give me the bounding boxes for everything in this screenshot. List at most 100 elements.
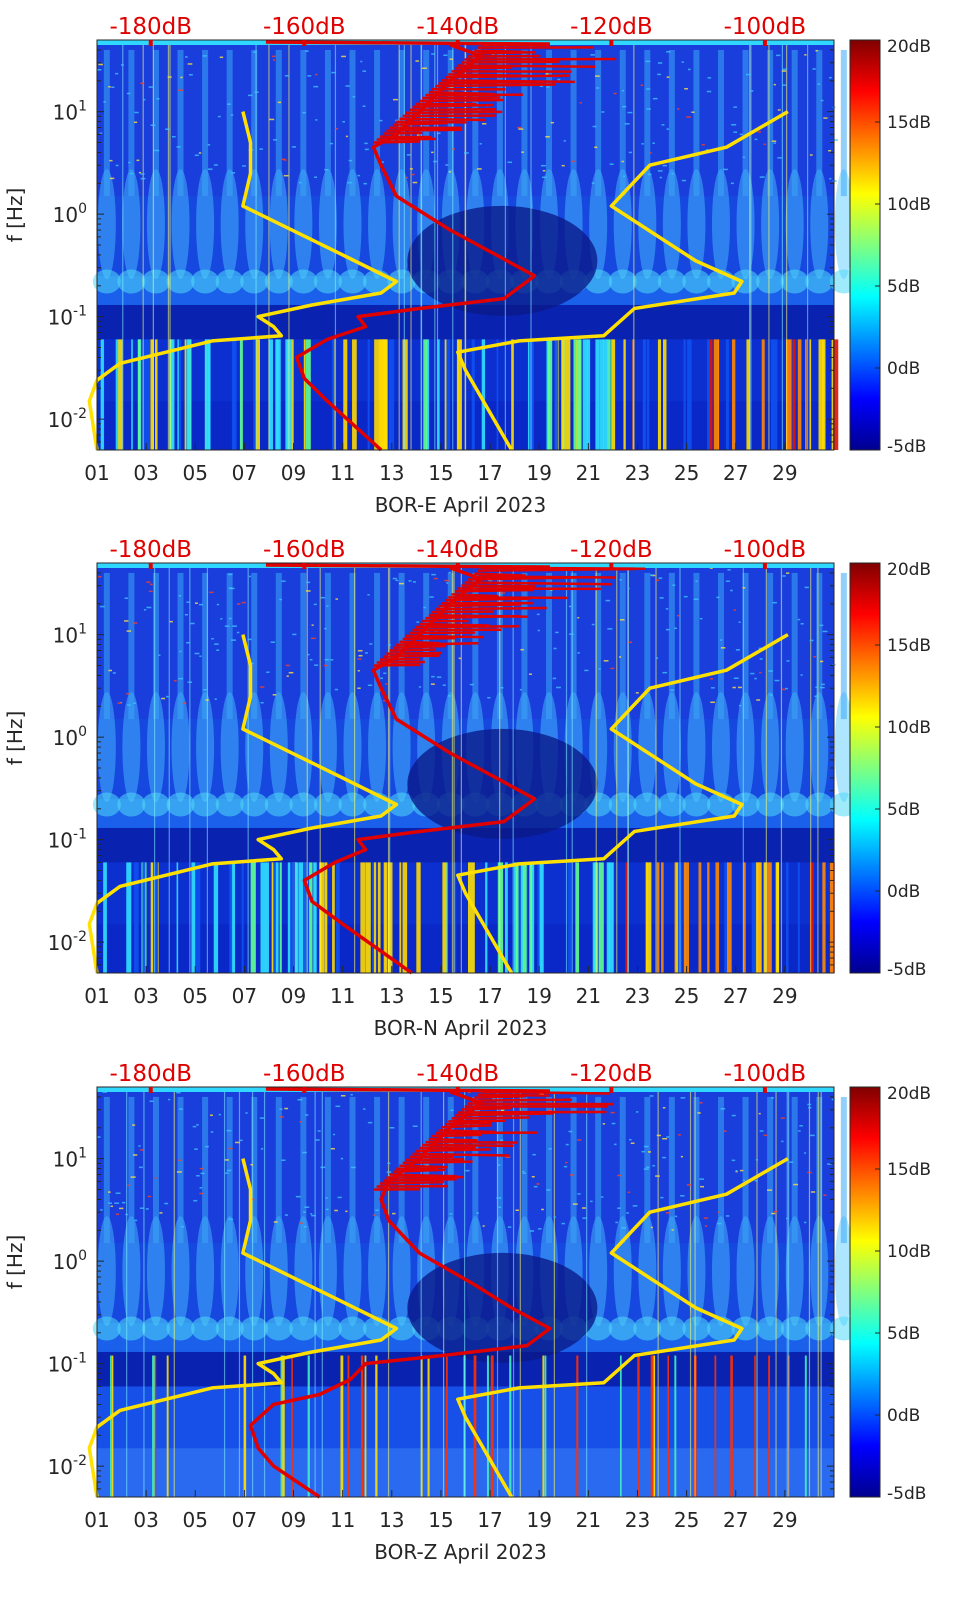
x-tick-label: 03 [133,461,158,485]
colorbar-tick-label: 5dB [887,277,920,297]
series-line-2 [456,1157,789,1498]
x-tick-label: 09 [281,984,306,1008]
colorbar: 20dB 15dB 10dB 5dB 0dB -5dB [849,1084,931,1504]
x-tick-label: 09 [281,461,306,485]
x-tick-label: 11 [330,1508,355,1532]
colorbar-tick-label: 20dB [887,560,931,580]
x-tick-label: 23 [625,984,650,1008]
colorbar-tick-label: 15dB [887,636,931,656]
y-tick-label: 10-1 [48,304,87,330]
colorbar-tick-label: 0dB [887,359,920,379]
panel-2: 01 03 05 07 09 11 13 15 17 19 21 23 25 27 29 BOR-N Apri… [3,537,931,1040]
top-tick-label: -180dB [109,14,192,40]
colorbar-tick-label: 10dB [887,195,931,215]
colorbar-tick-label: 15dB [887,113,931,133]
top-tick-label: -160dB [263,537,346,563]
colorbar-tick-label: 10dB [887,1242,931,1262]
colorbar-tick-label: 0dB [887,882,920,902]
colorbar-tick-label: 5dB [887,800,920,820]
x-axis-label: BOR-E April 2023 [375,493,546,517]
x-tick-label: 13 [379,984,404,1008]
y-axis-label: f [Hz] [3,711,27,766]
colorbar: 20dB 15dB 10dB 5dB 0dB -5dB [849,560,931,980]
x-tick-label: 13 [379,1508,404,1532]
y-tick-label: 100 [53,201,87,227]
series-line-2 [456,110,789,451]
series-line-1 [87,634,399,974]
x-tick-label: 01 [84,984,109,1008]
x-tick-label: 03 [133,1508,158,1532]
top-tick-label: -180dB [109,1061,192,1087]
x-tick-label: 03 [133,984,158,1008]
top-tick-label: -160dB [263,1061,346,1087]
colorbar-tick-label: -5dB [887,1484,926,1504]
top-tick-label: -140dB [417,14,500,40]
y-tick-label: 10-1 [48,827,87,853]
x-tick-label: 21 [576,461,601,485]
x-tick-label: 23 [625,1508,650,1532]
top-tick-label: -100dB [724,14,807,40]
top-tick-label: -120dB [570,14,653,40]
colorbar-tick-label: 0dB [887,1406,920,1426]
x-tick-label: 07 [232,461,257,485]
y-tick-label: 10-2 [48,929,87,955]
x-tick-label: 05 [183,1508,208,1532]
colorbar-tick-label: -5dB [887,960,926,980]
x-tick-label: 29 [772,1508,797,1532]
x-tick-label: 05 [183,461,208,485]
y-tick-label: 101 [53,1146,87,1172]
y-tick-label: 100 [53,724,87,750]
top-tick-label: -100dB [724,1061,807,1087]
y-tick-label: 101 [53,622,87,648]
top-tick-label: -180dB [109,537,192,563]
y-tick-label: 10-2 [48,1453,87,1479]
x-axis-label: BOR-N April 2023 [374,1016,548,1040]
x-tick-label: 13 [379,461,404,485]
y-axis-label: f [Hz] [3,188,27,243]
x-tick-label: 15 [428,1508,453,1532]
top-tick-label: -120dB [570,1061,653,1087]
colorbar-tick-label: 10dB [887,718,931,738]
colorbar-tick-label: 15dB [887,1160,931,1180]
x-tick-label: 27 [723,984,748,1008]
colorbar-tick-label: 20dB [887,37,931,57]
x-tick-label: 19 [526,984,551,1008]
y-tick-label: 101 [53,99,87,125]
x-tick-label: 15 [428,461,453,485]
x-tick-label: 17 [477,984,502,1008]
series-line-2 [456,633,789,974]
colorbar-tick-label: -5dB [887,437,926,457]
x-tick-label: 17 [477,461,502,485]
top-tick-label: -140dB [417,1061,500,1087]
series-line-3-top [265,1087,550,1093]
x-tick-label: 07 [232,984,257,1008]
top-tick-label: -140dB [417,537,500,563]
y-tick-label: 10-2 [48,406,87,432]
x-tick-label: 25 [674,984,699,1008]
x-tick-label: 19 [526,1508,551,1532]
x-tick-label: 07 [232,1508,257,1532]
colorbar-tick-label: 5dB [887,1324,920,1344]
top-tick-label: -160dB [263,14,346,40]
series-line-3-hf-scatter [373,1090,614,1191]
panel-1: 01 03 05 07 09 11 13 15 17 19 21 23 25 27 29 BOR-E Apri… [3,14,931,517]
colorbar-tick-label: 20dB [887,1084,931,1104]
x-tick-label: 09 [281,1508,306,1532]
top-tick-label: -100dB [724,537,807,563]
x-tick-label: 25 [674,461,699,485]
y-tick-label: 10-1 [48,1351,87,1377]
colorbar: 20dB 15dB 10dB 5dB 0dB -5dB [849,37,931,457]
x-tick-label: 27 [723,461,748,485]
x-axis-label: BOR-Z April 2023 [374,1540,546,1564]
top-tick-label: -120dB [570,537,653,563]
x-tick-label: 17 [477,1508,502,1532]
x-tick-label: 29 [772,984,797,1008]
x-tick-label: 25 [674,1508,699,1532]
x-tick-label: 23 [625,461,650,485]
x-tick-label: 01 [84,461,109,485]
panel-3: 01 03 05 07 09 11 13 15 17 19 21 23 25 27 29 BOR-Z Apri… [3,1061,931,1564]
x-tick-label: 11 [330,984,355,1008]
y-axis-label: f [Hz] [3,1235,27,1290]
series-line-1 [87,111,399,451]
